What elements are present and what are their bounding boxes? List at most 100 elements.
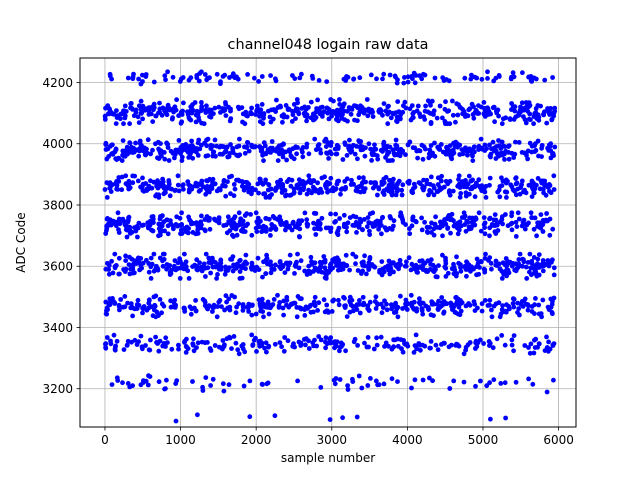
data-point [205,76,210,81]
data-point [481,266,487,272]
data-point [223,264,228,270]
data-point [235,104,241,110]
data-point [120,148,126,154]
y-tick-label: 3200 [42,382,73,396]
data-point [485,76,490,81]
data-point [350,251,356,257]
data-point [456,260,461,266]
data-point [497,266,503,272]
data-point [440,149,446,155]
data-point [524,276,530,281]
data-point [299,296,304,302]
data-point [188,104,194,110]
data-point [188,311,194,317]
data-point [550,226,556,232]
data-point [178,227,184,233]
data-point [229,346,234,351]
data-point [459,147,465,153]
data-point [146,298,152,303]
data-point [304,272,310,277]
data-point [315,97,320,103]
data-point [148,264,154,270]
data-point [405,179,411,185]
data-point [161,257,167,262]
data-point [489,222,495,227]
data-point [116,216,122,222]
data-point [152,303,158,309]
data-point [222,72,228,78]
data-point [342,221,347,227]
data-point [380,190,386,195]
data-point [335,146,341,152]
data-point [296,177,302,183]
data-point [141,304,147,309]
data-point [495,107,501,113]
y-tick-label: 4200 [42,76,73,90]
data-point [189,186,195,192]
data-point [428,312,434,318]
data-point [210,153,216,159]
data-point [442,264,448,270]
data-point [136,76,142,82]
data-point [311,301,317,307]
data-point [104,335,110,340]
data-point [377,269,382,275]
data-point [175,182,181,188]
data-point [111,111,117,117]
data-point [529,178,535,184]
data-point [222,149,228,155]
data-point [341,101,347,107]
data-point [479,185,485,191]
data-point [508,182,514,188]
data-point [476,103,481,108]
data-point [195,111,201,117]
data-point [445,226,450,231]
data-point [144,150,150,156]
data-point [456,173,462,179]
data-point [130,313,136,319]
data-point [308,180,314,186]
data-point [521,114,526,120]
data-point [216,266,222,272]
data-point [360,227,365,233]
data-point [156,379,162,385]
data-point [235,153,241,159]
data-point [420,311,426,317]
data-point [244,211,250,217]
data-point [528,341,534,347]
x-tick-label: 4000 [392,433,423,447]
data-point [212,137,218,143]
data-point [243,185,248,191]
data-point [261,140,267,146]
data-point [481,222,487,228]
data-point [104,216,110,222]
data-point [508,76,514,82]
data-point [243,252,249,258]
data-point [168,271,174,276]
data-point [544,345,550,351]
data-point [443,274,449,279]
data-point [440,115,445,121]
data-point [419,308,425,313]
data-point [121,121,126,127]
data-point [514,180,520,186]
data-point [347,106,353,112]
data-point [349,177,354,183]
data-point [315,180,320,186]
data-point [179,154,185,160]
data-point [171,109,177,115]
data-point [446,152,452,157]
data-point [343,252,349,258]
data-point [151,251,157,257]
data-point [542,178,548,184]
data-point [418,347,423,353]
data-point [228,108,233,114]
data-point [496,113,501,119]
data-point [479,308,485,314]
data-point [180,108,186,114]
data-point [541,190,546,196]
data-point [469,224,475,229]
data-point [112,220,118,226]
data-point [358,139,364,144]
data-point [374,342,380,348]
